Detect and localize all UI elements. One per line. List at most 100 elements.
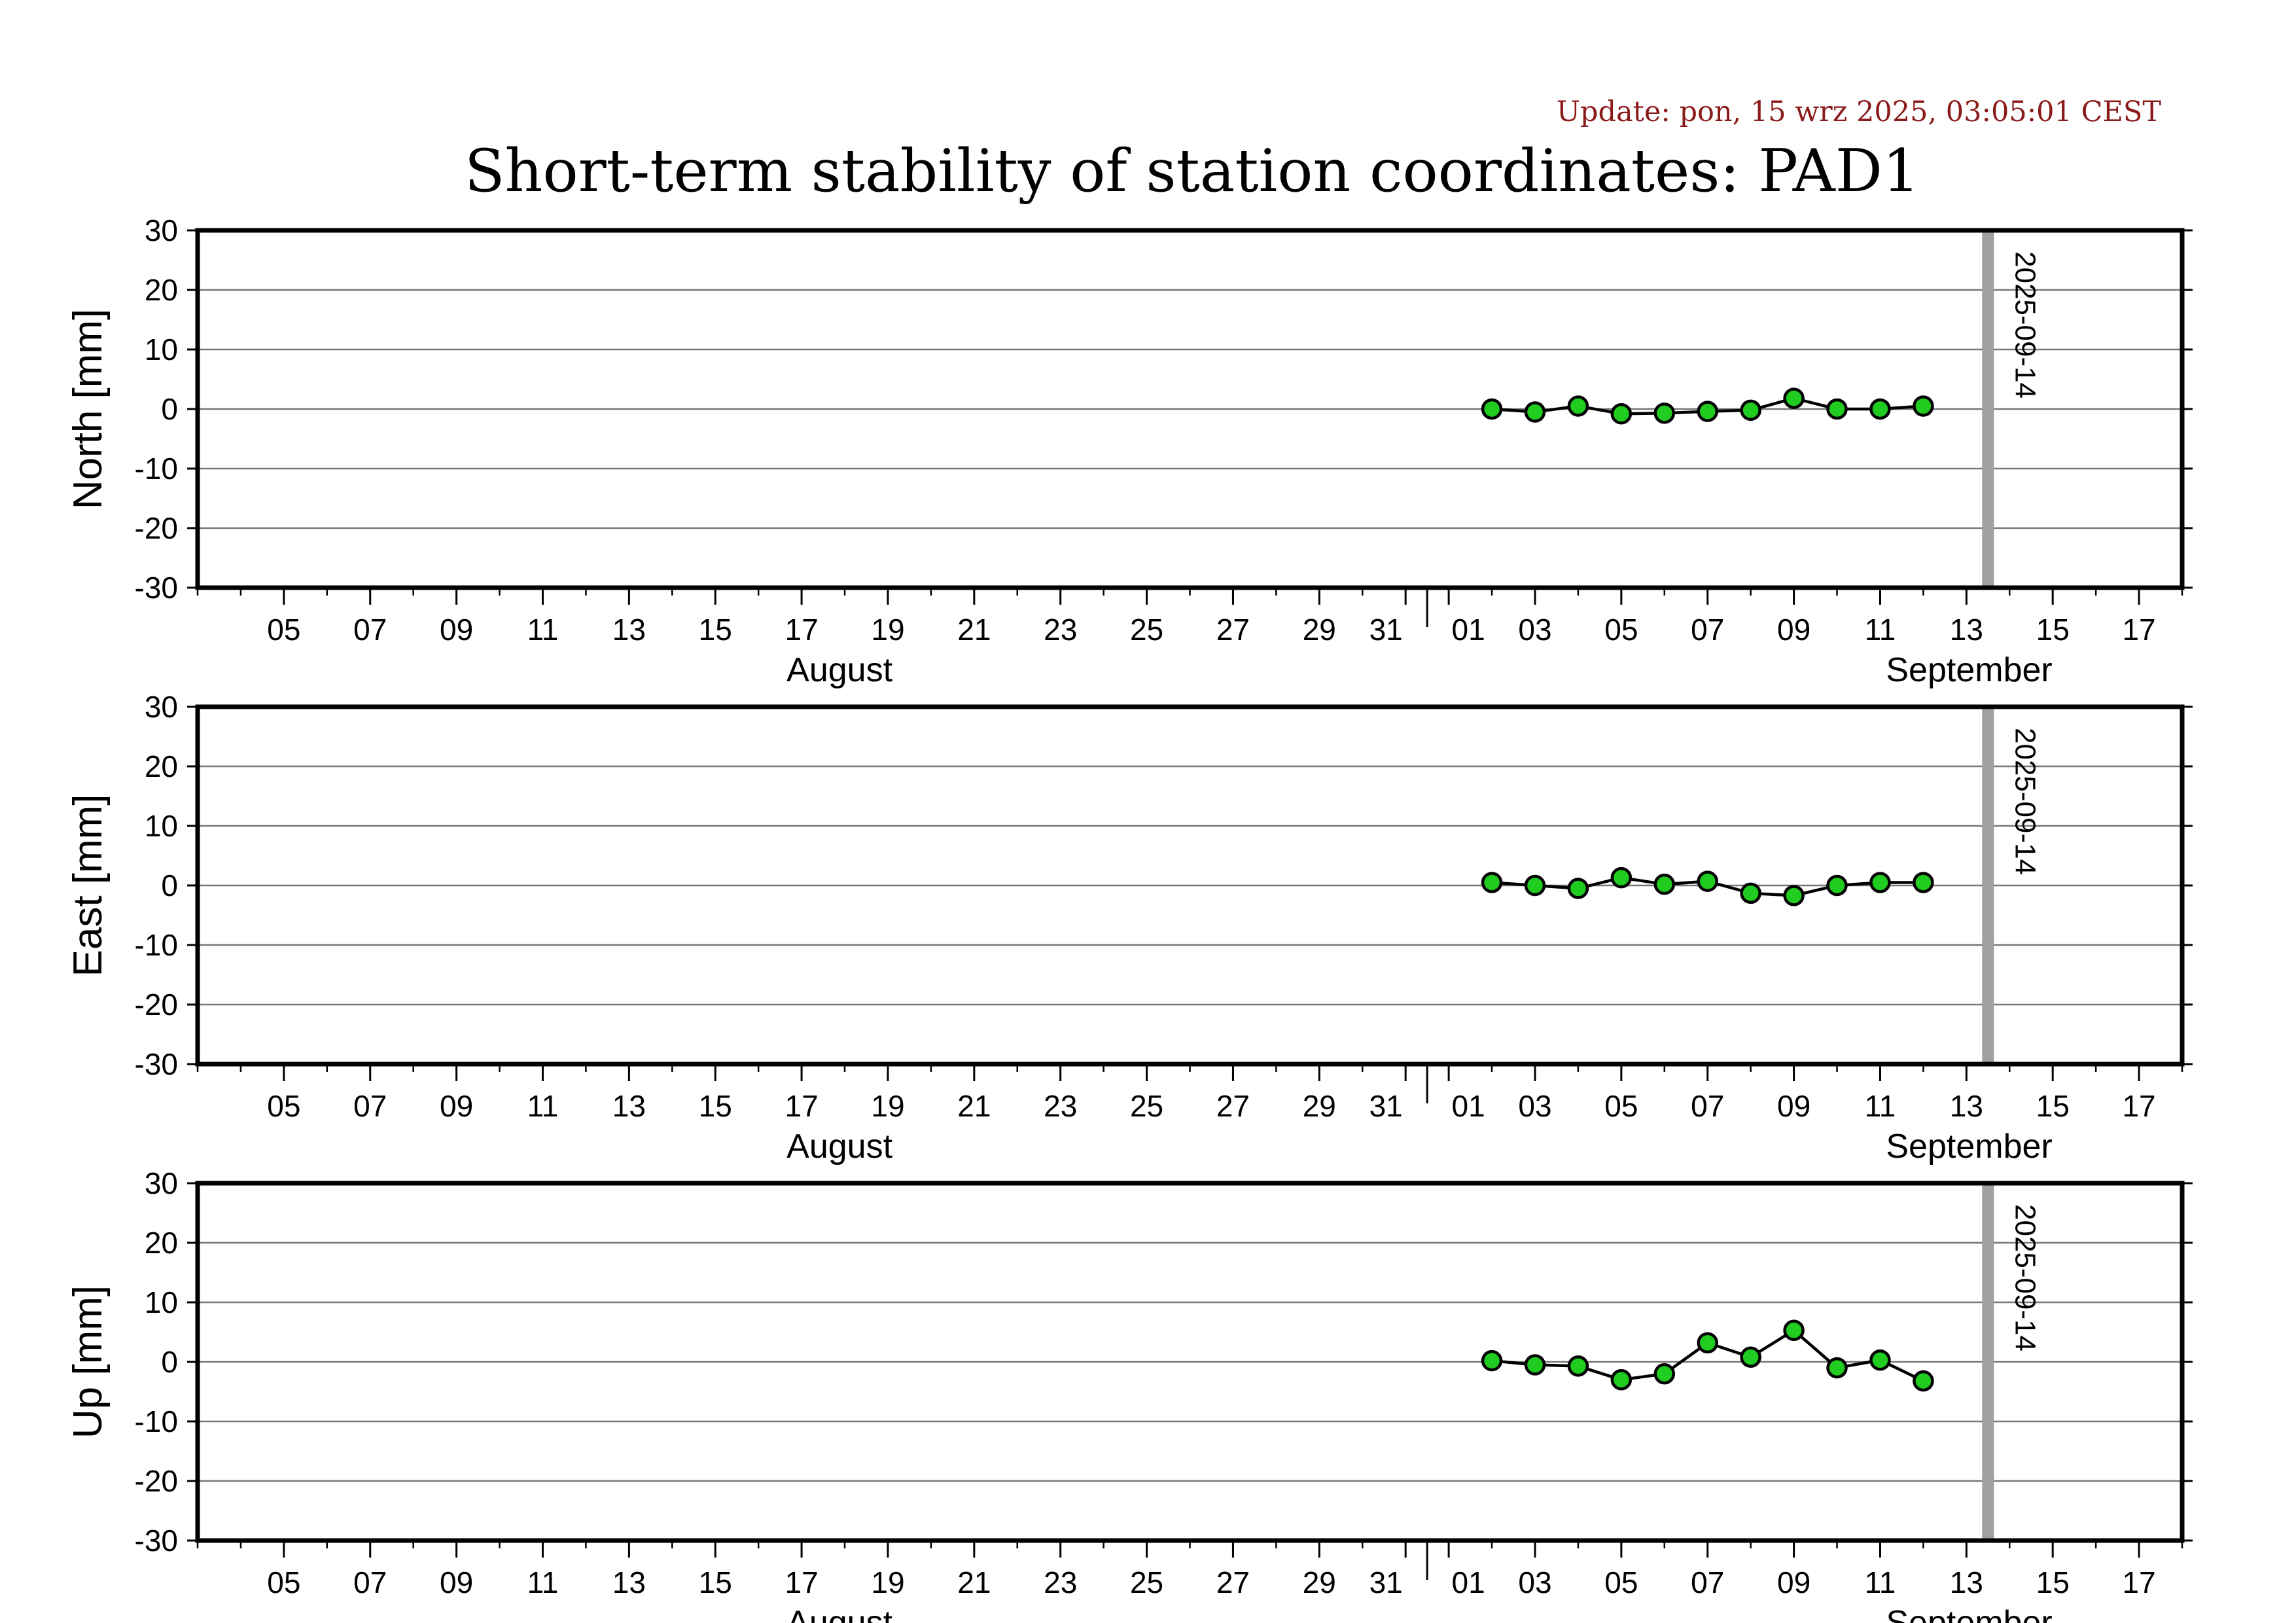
x-tick-label: 09: [440, 1565, 473, 1599]
data-point: [1567, 878, 1589, 899]
x-tick-label: 21: [957, 1089, 991, 1123]
data-point: [1913, 872, 1934, 893]
x-tick-label: 13: [1950, 1089, 1983, 1123]
x-tick-label: 05: [1604, 1565, 1638, 1599]
x-tick-label: 11: [1865, 613, 1896, 647]
x-tick-label: 11: [527, 613, 559, 647]
x-tick-label: 03: [1518, 1089, 1551, 1123]
data-point: [1783, 885, 1805, 906]
x-tick-label: 07: [353, 613, 387, 647]
x-tick-label: 01: [1452, 1089, 1485, 1123]
x-tick-label: 15: [2036, 613, 2070, 647]
y-tick-label: -30: [135, 1047, 178, 1081]
chart-title: Short-term stability of station coordina…: [465, 137, 1920, 205]
data-point: [1783, 1319, 1805, 1342]
x-tick-label: 03: [1518, 613, 1551, 647]
x-tick-label: 15: [699, 613, 732, 647]
data-point: [1869, 872, 1891, 893]
month-label-september: September: [1886, 1604, 2052, 1623]
data-point: [1567, 1355, 1589, 1377]
x-tick-label: 11: [527, 1089, 559, 1123]
y-tick-label: -20: [135, 1464, 178, 1498]
plot-frame: [195, 228, 2185, 590]
y-tick-label: -10: [135, 452, 178, 486]
x-tick-label: 25: [1130, 1565, 1163, 1599]
data-point: [1869, 398, 1891, 420]
x-tick-label: 17: [2122, 1089, 2155, 1123]
x-tick-label: 09: [1777, 1089, 1810, 1123]
current-date-label: 2025-09-14: [2009, 728, 2041, 875]
x-tick-label: 17: [785, 1089, 819, 1123]
x-tick-label: 07: [353, 1565, 387, 1599]
data-point: [1826, 1357, 1848, 1379]
plot-frame: [195, 704, 2185, 1067]
y-tick-label: 30: [145, 690, 178, 724]
data-point: [1697, 1332, 1718, 1354]
y-tick-label: -10: [135, 928, 178, 962]
data-point: [1826, 398, 1848, 420]
data-point: [1740, 399, 1761, 421]
x-tick-label: 13: [1950, 613, 1983, 647]
x-tick-label: 11: [1865, 1089, 1896, 1123]
x-tick-label: 15: [699, 1565, 732, 1599]
panel-east: 30 20 10 0 -10 -20 -30 05 07 09 11 13 15 17 19 21 23 25 27…: [65, 690, 2193, 1166]
data-point: [1481, 1349, 1503, 1372]
x-tick-label: 19: [871, 1565, 904, 1599]
x-tick-label: 05: [267, 1089, 300, 1123]
data-point: [1653, 402, 1676, 424]
x-tick-label: 15: [2036, 1089, 2070, 1123]
x-tick-label: 01: [1452, 1565, 1485, 1599]
x-tick-label: 17: [2122, 613, 2155, 647]
x-tick-label: 07: [1691, 1565, 1724, 1599]
month-label-august: August: [786, 1604, 892, 1623]
current-date-label: 2025-09-14: [2009, 251, 2041, 399]
data-point: [1913, 395, 1934, 417]
y-tick-label: 30: [145, 213, 178, 247]
x-tick-label: 25: [1130, 1089, 1163, 1123]
panels-group: 30 20 10 0 -10 -20 -30 05 07 09 11 13 15 17 19 21 23 25 27…: [65, 213, 2193, 1623]
data-point: [1567, 395, 1589, 417]
x-tick-label: 09: [440, 613, 473, 647]
data-point: [1610, 403, 1633, 425]
x-tick-label: 31: [1369, 613, 1403, 647]
y-axis-label: East [mm]: [65, 794, 111, 976]
data-point: [1869, 1349, 1891, 1371]
x-tick-label: 29: [1303, 1089, 1336, 1123]
month-label-august: August: [786, 651, 892, 689]
data-point: [1524, 401, 1546, 423]
x-tick-label: 29: [1303, 613, 1336, 647]
data-point: [1740, 1346, 1761, 1368]
x-tick-label: 27: [1216, 1565, 1250, 1599]
y-axis-label: Up [mm]: [65, 1285, 111, 1438]
update-timestamp: Update: pon, 15 wrz 2025, 03:05:01 CEST: [1557, 96, 2162, 128]
x-tick-label: 11: [527, 1565, 559, 1599]
x-tick-label: 27: [1216, 1089, 1250, 1123]
data-point: [1481, 872, 1503, 893]
month-label-august: August: [786, 1128, 892, 1166]
y-tick-label: 0: [161, 392, 178, 426]
data-point: [1524, 1354, 1546, 1376]
x-tick-label: 17: [2122, 1565, 2155, 1599]
x-tick-label: 07: [1691, 1089, 1724, 1123]
x-tick-label: 27: [1216, 613, 1250, 647]
x-tick-label: 31: [1369, 1089, 1403, 1123]
x-tick-label: 15: [699, 1089, 732, 1123]
x-tick-label: 05: [267, 613, 300, 647]
data-point: [1826, 874, 1848, 897]
plot-frame: [195, 1181, 2185, 1543]
y-tick-label: 0: [161, 1345, 178, 1379]
x-tick-label: 13: [612, 613, 646, 647]
y-tick-label: 10: [145, 809, 178, 843]
x-tick-label: 23: [1044, 1565, 1077, 1599]
x-tick-label: 23: [1044, 1089, 1077, 1123]
x-tick-label: 29: [1303, 1565, 1336, 1599]
y-tick-label: 30: [145, 1166, 178, 1200]
data-point: [1783, 387, 1805, 409]
x-tick-label: 19: [871, 613, 904, 647]
month-label-september: September: [1886, 651, 2052, 689]
month-label-september: September: [1886, 1128, 2052, 1166]
x-tick-label: 21: [957, 613, 991, 647]
data-point: [1653, 873, 1676, 895]
y-tick-label: -20: [135, 511, 178, 545]
x-tick-label: 23: [1044, 613, 1077, 647]
